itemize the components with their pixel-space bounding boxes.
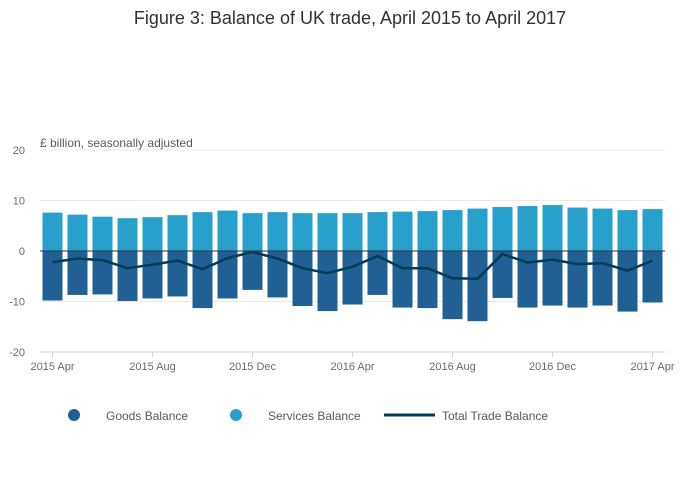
- goods-bar: [542, 251, 563, 306]
- goods-bar: [442, 251, 463, 320]
- y-tick-label: 0: [19, 246, 25, 258]
- services-bar: [417, 211, 438, 251]
- services-bar: [67, 214, 88, 251]
- goods-bar: [292, 251, 313, 307]
- services-bar: [342, 213, 363, 251]
- y-tick-label: 20: [13, 145, 25, 157]
- goods-bar: [467, 251, 488, 322]
- goods-bar: [217, 251, 238, 299]
- services-bar: [517, 206, 538, 251]
- legend-services-label: Services Balance: [268, 409, 361, 423]
- goods-bar: [392, 251, 413, 308]
- y-tick-label: -10: [9, 297, 25, 309]
- goods-bar: [367, 251, 388, 295]
- services-bar: [117, 218, 138, 251]
- y-tick-label: 10: [13, 196, 25, 208]
- goods-bar: [317, 251, 338, 312]
- total-trade-line: [52, 250, 653, 281]
- legend-goods-marker: [68, 409, 80, 421]
- services-bar: [292, 213, 313, 251]
- services-bar: [167, 215, 188, 251]
- goods-bar: [592, 251, 613, 306]
- goods-bar: [67, 251, 88, 295]
- services-bar: [492, 207, 513, 251]
- total-line-group: [52, 250, 653, 281]
- goods-bar: [92, 251, 113, 295]
- services-bar: [242, 213, 263, 251]
- goods-bar: [192, 251, 213, 309]
- y-tick-label: -20: [9, 347, 25, 359]
- legend-total-label: Total Trade Balance: [442, 409, 548, 423]
- services-bar: [192, 212, 213, 251]
- x-tick-label: 2017 Apr: [630, 361, 674, 373]
- x-tick-label: 2015 Aug: [129, 361, 176, 373]
- legend-goods-label: Goods Balance: [106, 409, 188, 423]
- services-bar: [267, 212, 288, 251]
- goods-bar: [517, 251, 538, 308]
- chart-title: Figure 3: Balance of UK trade, April 201…: [134, 8, 566, 28]
- services-bar: [367, 212, 388, 251]
- services-bar: [392, 211, 413, 251]
- x-tick-label: 2016 Dec: [529, 361, 577, 373]
- services-bar: [442, 210, 463, 251]
- goods-bar: [642, 251, 663, 303]
- goods-bar: [242, 251, 263, 290]
- y-axis-label: £ billion, seasonally adjusted: [40, 136, 193, 150]
- services-bar: [42, 212, 63, 251]
- goods-bar: [342, 251, 363, 305]
- legend-services-marker: [230, 409, 242, 421]
- services-bar: [592, 208, 613, 251]
- goods-bar: [417, 251, 438, 309]
- axes: 20 10 0 -10 -20 2015 Apr 2015 Aug 2015 Dec 2016 …: [9, 145, 675, 373]
- services-bar: [217, 210, 238, 251]
- x-tick-label: 2015 Dec: [229, 361, 277, 373]
- goods-bar: [617, 251, 638, 312]
- goods-bar: [42, 251, 63, 301]
- goods-bar: [117, 251, 138, 301]
- x-tick-label: 2016 Aug: [429, 361, 476, 373]
- services-bar: [142, 217, 163, 251]
- goods-bar: [167, 251, 188, 297]
- services-bar: [617, 210, 638, 251]
- services-bar: [542, 205, 563, 251]
- bars: [42, 205, 663, 322]
- goods-bar: [267, 251, 288, 298]
- services-bar: [92, 216, 113, 251]
- services-bar: [642, 209, 663, 251]
- x-tick-label: 2016 Apr: [330, 361, 374, 373]
- services-bar: [567, 207, 588, 251]
- services-bar: [467, 208, 488, 251]
- goods-bar: [492, 251, 513, 298]
- goods-bar: [567, 251, 588, 308]
- x-tick-label: 2015 Apr: [30, 361, 74, 373]
- services-bar: [317, 213, 338, 251]
- legend: Goods Balance Services Balance Total Tra…: [68, 409, 548, 423]
- goods-bar: [142, 251, 163, 299]
